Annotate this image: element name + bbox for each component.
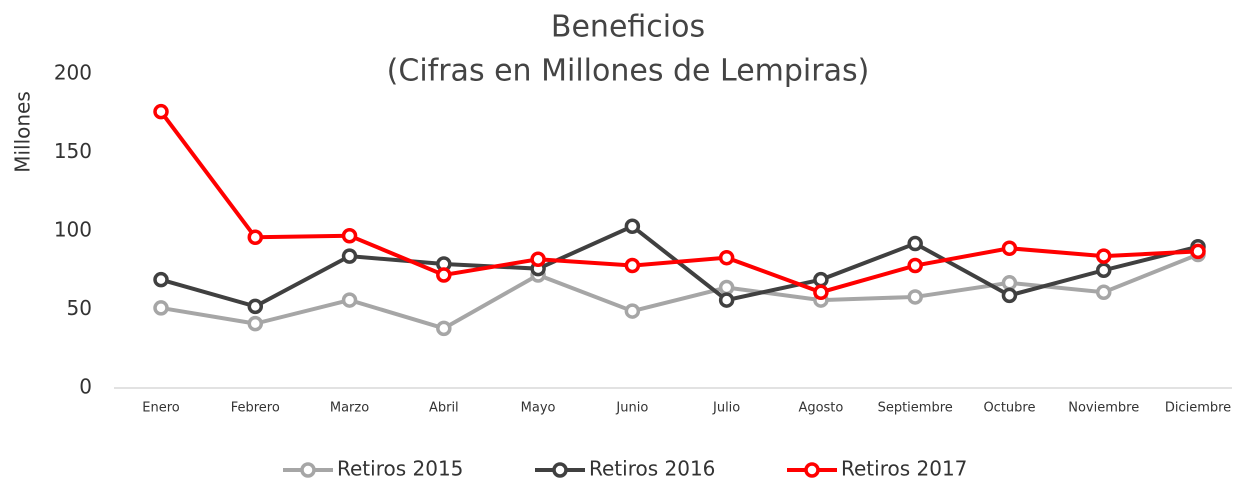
- point: [907, 257, 923, 274]
- point: [624, 218, 641, 235]
- point: [247, 315, 264, 332]
- x-tick-label: Octubre: [983, 401, 1035, 416]
- point: [813, 284, 829, 300]
- x-tick-label: Febrero: [231, 401, 280, 416]
- point: [1001, 287, 1018, 304]
- series-line: [160, 223, 1199, 309]
- point: [153, 271, 169, 288]
- point: [247, 229, 264, 246]
- point: [1190, 243, 1206, 260]
- point: [530, 251, 546, 268]
- point: [813, 271, 829, 288]
- x-tick-label: Abril: [429, 401, 459, 416]
- point: [341, 248, 358, 264]
- point: [1095, 284, 1112, 300]
- y-tick-label: 200: [54, 61, 92, 85]
- point: [718, 279, 735, 296]
- legend-label: Retiros 2017: [841, 457, 967, 481]
- chart-subtitle: (Cifras en Millones de Lempiras): [387, 54, 870, 89]
- x-tick-label: Junio: [615, 401, 648, 416]
- chart-title: Beneficios: [551, 10, 705, 45]
- y-tick-label: 0: [79, 375, 92, 399]
- x-tick-label: Diciembre: [1165, 401, 1231, 416]
- x-tick-label: Noviembre: [1068, 401, 1139, 416]
- point: [718, 292, 735, 308]
- y-tick-label: 150: [54, 139, 92, 163]
- point: [341, 227, 358, 244]
- x-tick-label: Septiembre: [878, 401, 953, 416]
- point: [1095, 262, 1112, 278]
- legend-marker: [552, 462, 568, 478]
- point: [247, 298, 264, 315]
- point: [436, 320, 452, 337]
- point: [341, 292, 358, 308]
- point: [153, 103, 169, 120]
- point: [624, 303, 641, 319]
- point: [153, 300, 169, 316]
- y-tick-label: 100: [54, 218, 92, 242]
- x-tick-label: Enero: [142, 401, 180, 416]
- x-tick-label: Marzo: [330, 401, 369, 416]
- point: [718, 249, 735, 266]
- legend-label: Retiros 2015: [337, 457, 463, 481]
- series-line: [160, 252, 1199, 331]
- x-tick-label: Julio: [712, 401, 740, 416]
- y-tick-label: 50: [67, 296, 92, 320]
- point: [624, 257, 641, 274]
- point: [1001, 275, 1018, 291]
- series-line: [159, 110, 1199, 295]
- point: [436, 267, 452, 283]
- y-axis-label: Millones: [11, 91, 35, 173]
- legend-label: Retiros 2016: [589, 457, 715, 481]
- legend-marker: [804, 462, 820, 478]
- x-tick-label: Agosto: [798, 401, 843, 416]
- point: [1001, 240, 1018, 257]
- legend-marker: [300, 462, 316, 478]
- x-tick-label: Mayo: [521, 401, 556, 416]
- point: [1095, 248, 1112, 264]
- point: [907, 235, 923, 252]
- point: [907, 289, 923, 305]
